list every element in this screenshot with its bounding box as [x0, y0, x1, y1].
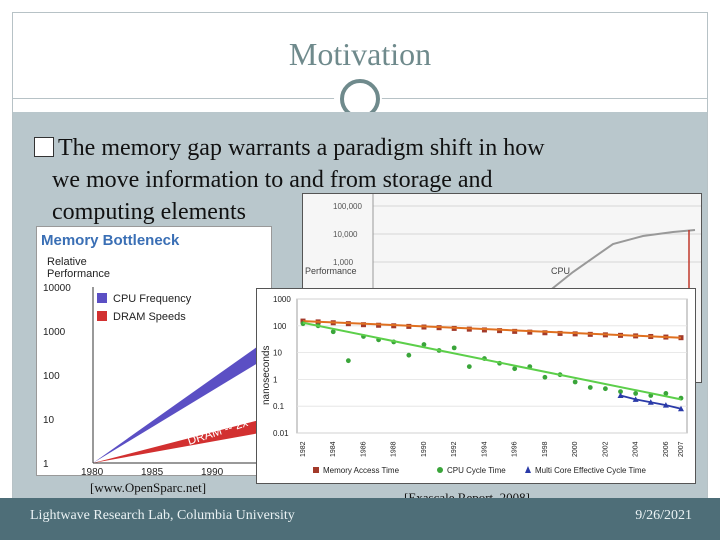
chart2-ylabel: Performance: [305, 266, 357, 276]
chart2-ytick-label: 100,000: [333, 202, 362, 211]
chart3-xtick-label: 1990: [421, 441, 428, 457]
chart3-ytick-label: 10: [273, 349, 282, 358]
chart3-xtick-label: 2002: [602, 441, 609, 457]
chart3-xtick-label: 2004: [633, 441, 640, 457]
cpu-cycle-point: [633, 391, 639, 396]
legend-cpu-label: CPU Frequency: [113, 293, 192, 305]
cpu-cycle-point: [466, 364, 472, 370]
bullet-line-3: computing elements: [52, 199, 246, 225]
chart2-ytick-label: 10,000: [333, 230, 358, 239]
title-divider-left: [12, 98, 342, 99]
cpu-cycle-point: [587, 385, 593, 390]
chart1-ylabel-1: Relative: [47, 256, 87, 268]
chart3-xtick-label: 2000: [572, 441, 579, 457]
chart3-xtick-label: 1998: [542, 441, 549, 457]
memory-bottleneck-chart: Memory Bottleneck Relative Performance 1…: [36, 226, 272, 478]
chart3-ytick-label: 0.01: [273, 429, 289, 438]
chart3-xtick-label: 1994: [481, 441, 488, 457]
footer-date: 9/26/2021: [635, 508, 692, 523]
chart1-xtick-label: 1990: [201, 467, 224, 475]
chart3-xtick-label: 1992: [451, 441, 458, 457]
chart1-ylabel-2: Performance: [47, 268, 110, 280]
chart3-xtick-label: 1986: [360, 441, 367, 457]
footer-lab-name: Lightwave Research Lab, Columbia Univers…: [30, 508, 295, 523]
legend-cpu-swatch: [97, 293, 107, 303]
dram-speed-band: [93, 417, 271, 463]
chart3-ytick-label: 100: [273, 322, 287, 331]
memory-access-point: [678, 335, 684, 341]
chart1-xtick-label: 1985: [141, 467, 164, 475]
cpu-cycle-point: [572, 379, 578, 385]
chart3-ytick-label: 1000: [273, 295, 291, 304]
cpu-cycle-point: [406, 352, 412, 358]
bullet-box-icon: [34, 137, 54, 157]
cpu-cycle-point: [330, 329, 336, 335]
slide-title: Motivation: [288, 36, 432, 72]
chart1-title: Memory Bottleneck: [41, 232, 180, 249]
chart3-ytick-label: 1: [273, 375, 278, 384]
chart3-ylabel: nanoseconds: [261, 346, 272, 406]
cpu-cycle-point: [345, 358, 351, 364]
chart1-ytick-label: 1000: [43, 327, 66, 338]
chart1-ytick-label: 100: [43, 371, 60, 382]
memory-access-point: [527, 329, 533, 335]
chart2-series-label: CPU: [551, 266, 570, 276]
cpu-cycle-point: [542, 374, 548, 380]
chart3-xtick-label: 2006: [663, 441, 670, 457]
memory-access-point: [557, 330, 563, 336]
cpu-cycle-point: [451, 345, 457, 351]
cpu-frequency-band: [93, 337, 271, 463]
chart1-ytick-label: 10000: [43, 283, 71, 294]
dram-annotation: DRAM -- 2x: [186, 415, 250, 448]
memory-cpu-gap-chart: nanoseconds 1000 100 10 1 0.1 0.01 1982 1984 19…: [256, 288, 696, 484]
memory-access-point: [300, 318, 306, 324]
legend-multicore-swatch: [525, 466, 531, 473]
chart3-xtick-label: 1984: [330, 441, 337, 457]
cpu-cycle-trend: [302, 321, 682, 401]
chart3-legend-label: CPU Cycle Time: [447, 466, 506, 475]
bullet-line-2: we move information to and from storage …: [52, 167, 493, 193]
legend-dram-label: DRAM Speeds: [113, 311, 186, 323]
chart2-ytick-label: 1,000: [333, 258, 354, 267]
bullet-text: The memory gap warrants a paradigm shift…: [34, 132, 674, 228]
chart3-legend-label: Memory Access Time: [323, 466, 400, 475]
chart3-ytick-label: 0.1: [273, 402, 285, 411]
cpu-cycle-point: [603, 386, 608, 392]
chart1-xtick-label: 1980: [81, 467, 104, 475]
legend-dram-swatch: [97, 311, 107, 321]
cpu-cycle-point: [618, 389, 623, 395]
footer-bar: [0, 498, 720, 540]
cpu-cycle-point: [421, 342, 427, 347]
chart3-xtick-label: 1996: [512, 441, 519, 457]
chart3-xtick-label: 2007: [678, 441, 685, 457]
multicore-line: [620, 394, 682, 410]
memory-access-trend: [302, 320, 682, 339]
legend-cpu-swatch: [437, 467, 443, 473]
cpu-cycle-point: [663, 391, 669, 396]
memory-access-point: [542, 330, 548, 336]
bullet-line-1: The memory gap warrants a paradigm shift…: [58, 135, 545, 161]
chart1-ytick-label: 10: [43, 415, 55, 426]
chart3-xtick-label: 1982: [300, 441, 307, 457]
chart3-legend-label: Multi Core Effective Cycle Time: [535, 466, 647, 475]
citation-opensparc: [www.OpenSparc.net]: [90, 480, 207, 495]
cpu-cycle-point: [512, 366, 518, 372]
chart1-ytick-label: 1: [43, 459, 49, 470]
legend-memory-swatch: [313, 467, 319, 473]
chart3-xtick-label: 1988: [391, 441, 398, 457]
title-divider-right: [380, 98, 708, 99]
